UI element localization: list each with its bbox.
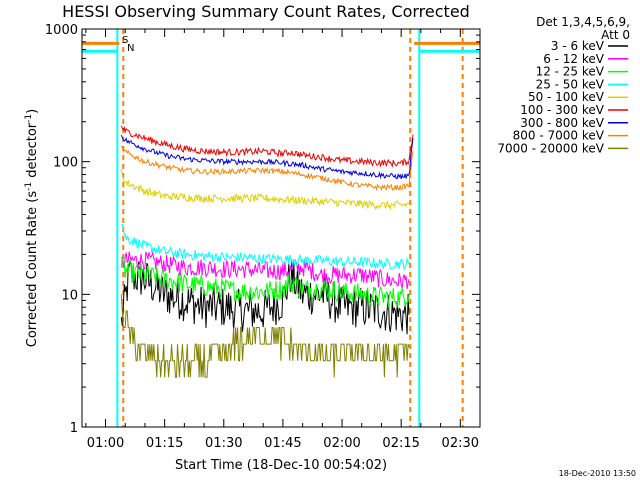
plot-frame [81,28,481,428]
x-tick-label: 02:00 [323,436,360,451]
legend-label: 800 - 7000 keV [513,129,605,143]
legend-label: 25 - 50 keV [536,77,605,91]
y-axis-label: Corrected Count Rate (s-1 detector-1) [24,109,40,347]
marker-label-n: N [127,43,134,54]
y-axis-label-mid: detector [25,122,40,182]
x-tick-label: 01:00 [87,436,124,451]
legend-label: 3 - 6 keV [551,39,605,53]
legend-label: 7000 - 20000 keV [497,141,604,155]
x-tick-label: 01:15 [146,436,183,451]
legend-header-2: Att 0 [601,28,630,42]
x-axis: 01:00 01:15 01:30 01:45 02:00 02:15 02:30 [85,29,481,451]
x-tick-label: 02:30 [442,436,479,451]
series-line-800-7000-kev [120,145,414,192]
y-axis-label-end: ) [25,109,40,114]
legend-label: 300 - 800 keV [520,116,604,130]
legend-label: 12 - 25 keV [536,65,605,79]
y-axis-label-main: Corrected Count Rate (s [25,191,40,348]
y-axis: 1 10 100 1000 [45,23,480,436]
marker-label-s: S [122,35,128,46]
y-tick-label: 1 [70,421,78,436]
series-line-50-100-kev [120,168,410,211]
series-line-7000-20000-kev [120,294,410,378]
legend-label: 50 - 100 keV [528,90,605,104]
series-line-12-25-kev [120,257,410,308]
y-tick-label: 100 [53,156,78,171]
y-axis-label-sup2: -1 [24,114,34,123]
chart-title: HESSI Observing Summary Count Rates, Cor… [62,2,470,21]
legend-label: 6 - 12 keV [543,52,605,66]
y-tick-label: 1000 [45,23,78,38]
y-tick-label: 10 [61,288,78,303]
legend-label: 100 - 300 keV [520,103,604,117]
series-line-300-800-kev [120,134,414,180]
x-tick-label: 01:45 [264,436,301,451]
legend-header-1: Det 1,3,4,5,6,9, [536,15,630,29]
x-axis-label: Start Time (18-Dec-10 00:54:02) [175,458,387,473]
x-tick-label: 01:30 [205,436,242,451]
y-axis-label-sup1: -1 [24,182,34,191]
footer-timestamp: 18-Dec-2010 13:50 [559,469,636,478]
x-tick-label: 02:15 [382,436,419,451]
series-line-100-300-kev [120,125,414,168]
series-line-25-50-kev [121,223,410,271]
series-lines [120,125,414,378]
